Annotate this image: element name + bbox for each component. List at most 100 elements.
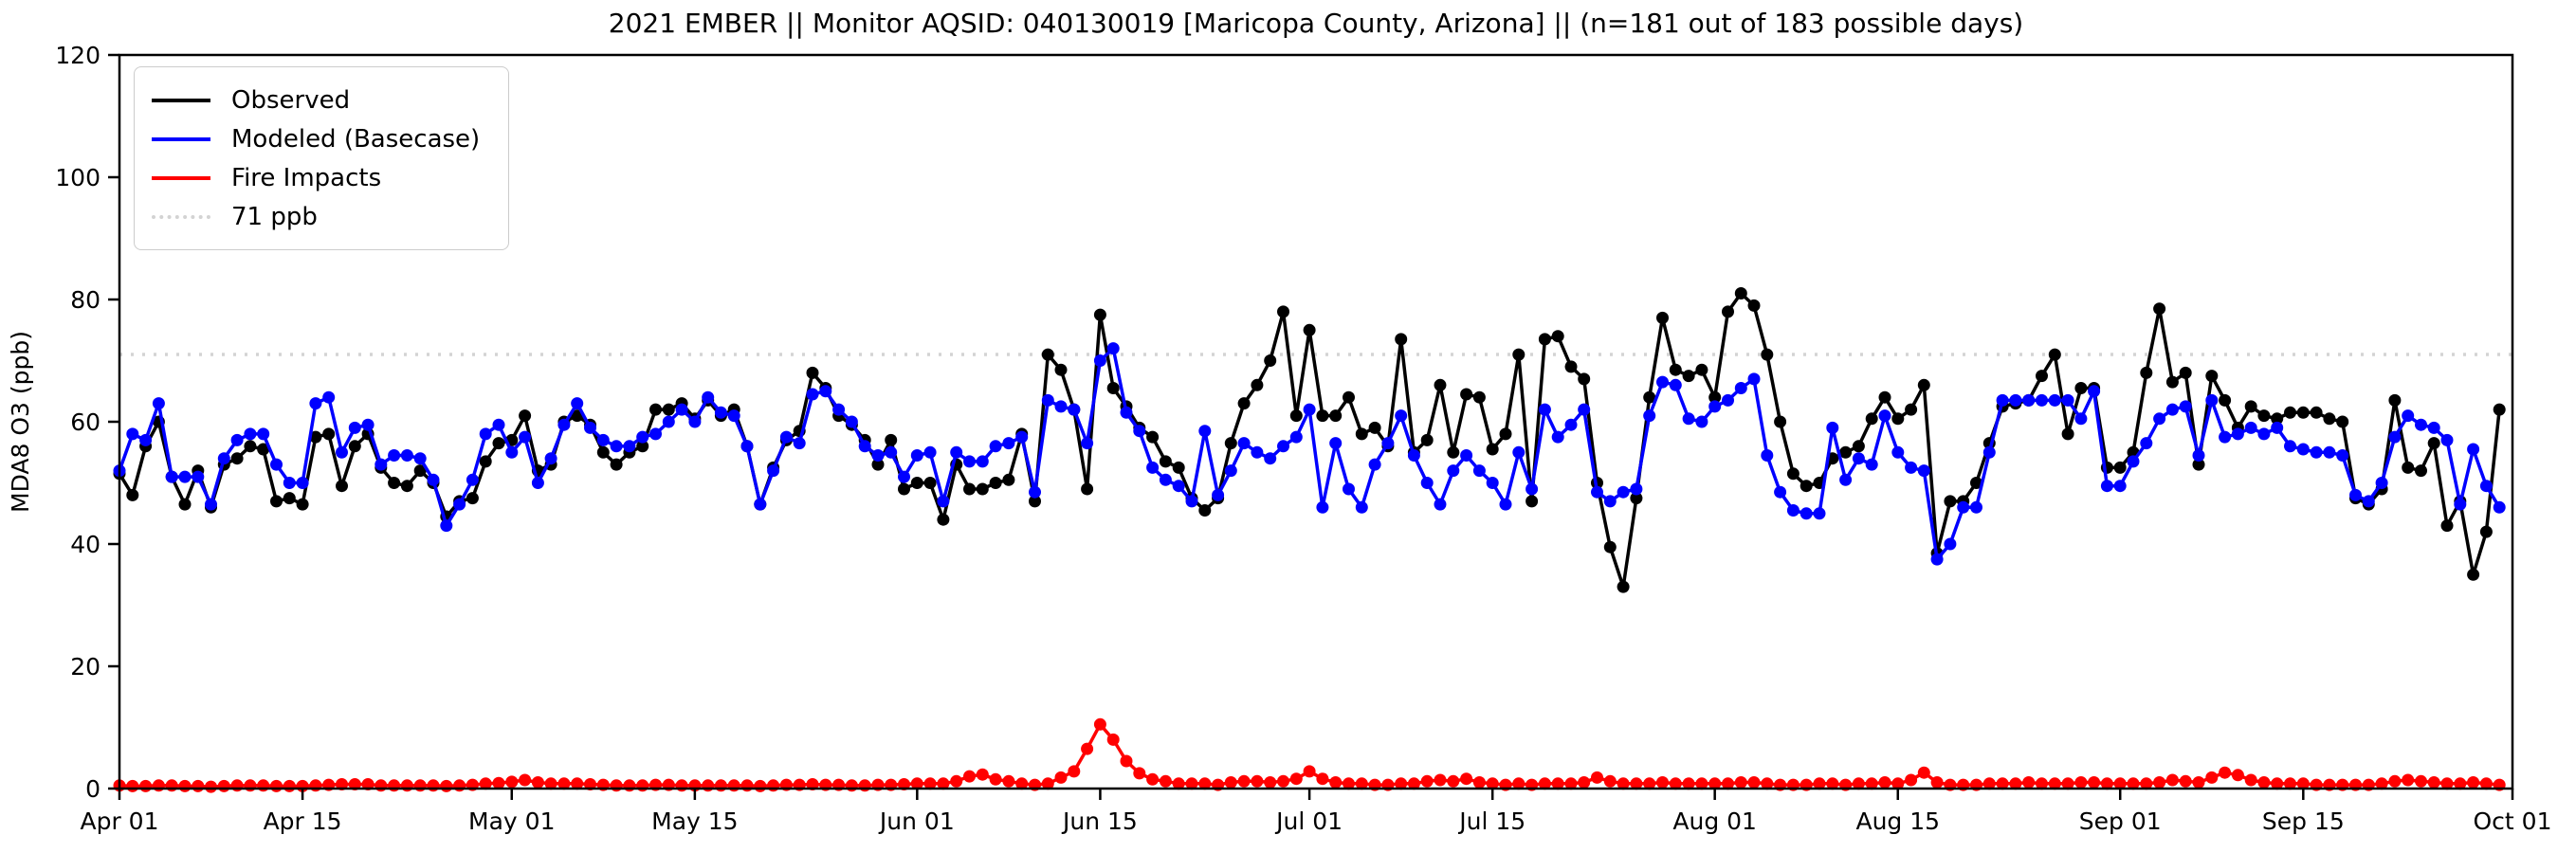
data-point xyxy=(1472,464,1486,478)
x-tick-label: Jun 15 xyxy=(1061,808,1138,835)
data-point xyxy=(2074,382,2088,394)
legend-item: Modeled (Basecase) xyxy=(152,119,491,158)
data-point xyxy=(2048,348,2061,361)
legend-line-swatch xyxy=(152,175,210,180)
data-point xyxy=(2493,500,2506,514)
data-point xyxy=(2493,403,2506,416)
data-point xyxy=(1996,777,2009,790)
data-point xyxy=(1237,437,1251,450)
data-point xyxy=(767,779,780,792)
x-tick-label: Apr 15 xyxy=(264,808,342,835)
data-point xyxy=(400,480,413,493)
data-point xyxy=(1093,354,1106,367)
data-point xyxy=(1551,430,1564,444)
data-point xyxy=(440,779,453,792)
data-point xyxy=(1420,433,1434,446)
data-point xyxy=(531,776,544,789)
data-point xyxy=(2388,774,2402,788)
data-point xyxy=(1093,308,1106,321)
data-point xyxy=(1447,464,1460,478)
data-point xyxy=(688,415,702,428)
data-point xyxy=(1891,445,1905,459)
y-tick-label: 20 xyxy=(70,653,100,681)
legend-line-swatch xyxy=(152,214,210,219)
x-tick-label: Sep 15 xyxy=(2262,808,2345,835)
data-point xyxy=(2284,777,2296,790)
data-point xyxy=(740,779,754,792)
data-point xyxy=(1133,425,1146,438)
data-point xyxy=(1538,333,1551,346)
data-point xyxy=(1355,427,1368,441)
x-tick-label: May 15 xyxy=(651,808,738,835)
data-point xyxy=(1460,449,1473,462)
data-point xyxy=(2088,776,2101,789)
data-point xyxy=(2402,461,2415,474)
data-point xyxy=(1617,777,1630,790)
data-point xyxy=(2153,776,2166,789)
data-point xyxy=(1120,406,1133,419)
series-markers-2 xyxy=(113,342,2506,566)
data-point xyxy=(1002,774,1015,788)
data-point xyxy=(1957,500,1970,514)
data-point xyxy=(519,409,532,423)
data-point xyxy=(2296,443,2310,456)
data-point xyxy=(244,779,257,792)
data-point xyxy=(1081,742,1094,755)
data-point xyxy=(309,779,322,792)
data-point xyxy=(1878,409,1891,423)
data-point xyxy=(1224,437,1237,450)
data-point xyxy=(1734,382,1747,394)
data-point xyxy=(885,445,898,459)
data-point xyxy=(2140,437,2153,450)
data-point xyxy=(165,779,178,792)
data-point xyxy=(2219,766,2232,779)
data-point xyxy=(413,779,427,792)
data-point xyxy=(479,427,492,441)
data-point xyxy=(178,498,192,511)
data-point xyxy=(610,779,623,792)
data-point xyxy=(1237,397,1251,410)
data-point xyxy=(2100,777,2113,790)
data-point xyxy=(1695,415,1708,428)
data-point xyxy=(1395,777,1408,790)
data-point xyxy=(2022,776,2036,789)
data-point xyxy=(1159,774,1172,788)
data-point xyxy=(1329,776,1343,789)
data-point xyxy=(885,433,898,446)
data-point xyxy=(2336,449,2349,462)
data-point xyxy=(1813,507,1826,520)
data-point xyxy=(2427,437,2440,450)
data-point xyxy=(1512,348,1526,361)
x-tick-label: Sep 01 xyxy=(2079,808,2162,835)
data-point xyxy=(1722,777,1734,790)
data-point xyxy=(1381,437,1395,450)
data-point xyxy=(662,415,675,428)
data-point xyxy=(2479,525,2493,538)
data-point xyxy=(361,418,375,431)
data-point xyxy=(453,779,466,792)
data-point xyxy=(400,449,413,462)
data-point xyxy=(2165,773,2179,787)
data-point xyxy=(754,779,767,792)
data-point xyxy=(2244,421,2257,434)
data-point xyxy=(1578,776,1591,789)
data-point xyxy=(427,779,440,792)
data-point xyxy=(2100,480,2113,493)
data-point xyxy=(1447,774,1460,788)
data-point xyxy=(2127,455,2140,468)
data-point xyxy=(1251,445,1264,459)
data-point xyxy=(1800,507,1813,520)
data-point xyxy=(2165,375,2179,389)
data-point xyxy=(1081,482,1094,496)
data-point xyxy=(1630,482,1643,496)
data-point xyxy=(1512,445,1526,459)
data-point xyxy=(2271,421,2284,434)
data-point xyxy=(1578,403,1591,416)
data-point xyxy=(793,437,806,450)
data-point xyxy=(636,440,649,453)
data-point xyxy=(479,455,492,468)
data-point xyxy=(937,495,950,508)
data-point xyxy=(1917,378,1930,391)
data-point xyxy=(1172,461,1185,474)
y-tick-label: 60 xyxy=(70,408,100,436)
